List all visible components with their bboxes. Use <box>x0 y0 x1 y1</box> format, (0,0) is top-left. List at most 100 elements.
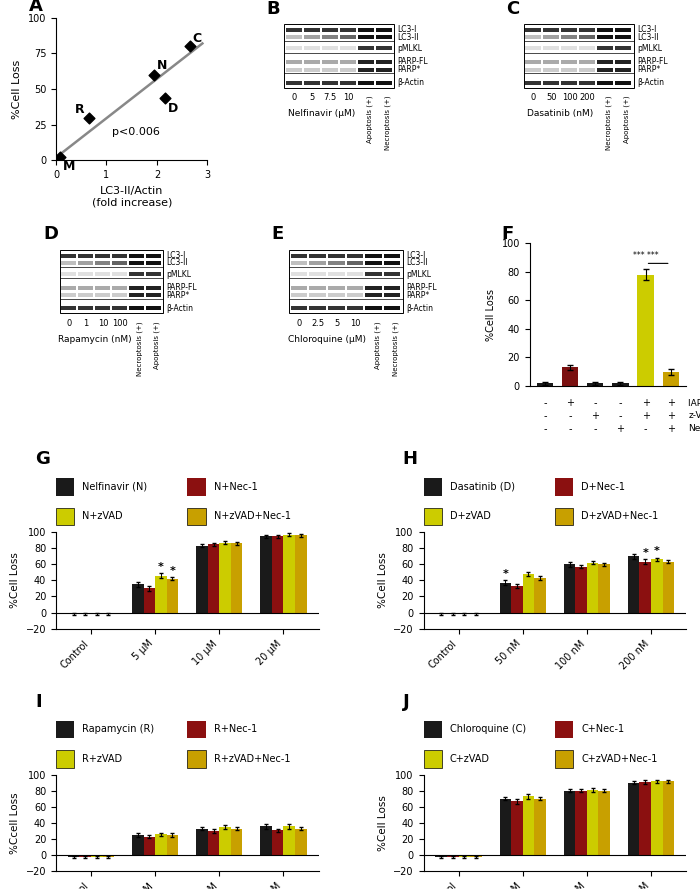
Text: β-Actin: β-Actin <box>398 78 425 87</box>
Text: *: * <box>503 569 508 579</box>
Bar <box>167 579 178 613</box>
Bar <box>62 260 76 265</box>
Bar <box>272 536 284 613</box>
Bar <box>78 272 93 276</box>
Bar <box>95 272 110 276</box>
Y-axis label: %Cell Loss: %Cell Loss <box>486 289 496 340</box>
Text: PARP*: PARP* <box>398 65 421 75</box>
Point <box>184 39 195 53</box>
Bar <box>309 285 326 290</box>
Bar <box>376 46 392 51</box>
Text: Necroptosis (+): Necroptosis (+) <box>137 321 144 376</box>
Text: 100: 100 <box>112 319 128 328</box>
Text: 2.5: 2.5 <box>312 319 325 328</box>
Bar <box>322 68 338 72</box>
Bar <box>91 613 103 614</box>
Bar <box>78 253 93 258</box>
Bar <box>56 478 74 496</box>
Bar <box>597 35 613 39</box>
Bar <box>78 285 93 290</box>
Point <box>83 110 94 124</box>
Text: C: C <box>193 32 202 45</box>
Bar <box>219 542 231 613</box>
Text: *: * <box>643 548 648 557</box>
Y-axis label: %Cell Loss: %Cell Loss <box>10 552 20 608</box>
Bar <box>295 535 307 613</box>
Text: -: - <box>619 411 622 420</box>
Bar <box>561 68 577 72</box>
Text: B: B <box>267 0 281 18</box>
Bar <box>188 750 206 768</box>
Text: Apoptosis (+): Apoptosis (+) <box>374 321 381 369</box>
Bar <box>95 285 110 290</box>
Bar <box>543 46 559 51</box>
Bar <box>662 781 674 855</box>
Bar <box>62 307 76 310</box>
Text: +: + <box>666 398 675 408</box>
Bar <box>365 253 382 258</box>
Bar <box>340 60 356 64</box>
Bar <box>309 260 326 265</box>
Text: Dasatinib (nM): Dasatinib (nM) <box>527 109 594 118</box>
Bar <box>309 307 326 310</box>
Bar <box>564 565 575 613</box>
Bar <box>384 253 400 258</box>
Text: +: + <box>592 411 599 420</box>
Bar <box>112 293 127 298</box>
Text: PARP*: PARP* <box>406 291 430 300</box>
Bar <box>188 508 206 525</box>
Bar <box>435 613 447 614</box>
Bar <box>447 855 458 857</box>
Bar <box>231 829 242 855</box>
Bar <box>129 260 144 265</box>
Text: E: E <box>272 225 284 244</box>
Y-axis label: %Cell Loss: %Cell Loss <box>378 552 388 608</box>
Bar <box>554 721 573 738</box>
Bar <box>346 260 363 265</box>
Bar <box>470 613 482 614</box>
Bar <box>144 589 155 613</box>
Bar <box>208 831 219 855</box>
Bar <box>628 557 639 613</box>
Text: 0: 0 <box>531 93 536 102</box>
Bar <box>328 293 344 298</box>
Bar <box>196 829 208 855</box>
Bar <box>587 790 598 855</box>
Bar <box>561 81 577 84</box>
Bar <box>598 565 610 613</box>
Bar <box>615 35 631 39</box>
Text: +: + <box>566 398 574 408</box>
Bar <box>286 68 302 72</box>
Text: C+Nec-1: C+Nec-1 <box>581 725 624 734</box>
Bar <box>167 835 178 855</box>
Bar <box>95 253 110 258</box>
Bar <box>286 28 302 32</box>
Bar <box>561 28 577 32</box>
Bar <box>95 307 110 310</box>
Bar <box>543 81 559 84</box>
Bar <box>291 307 307 310</box>
Bar <box>304 35 320 39</box>
Bar <box>56 721 74 738</box>
Bar <box>272 830 284 855</box>
Bar <box>523 574 534 613</box>
Bar <box>534 578 546 613</box>
Bar <box>146 293 161 298</box>
Point <box>149 68 160 82</box>
Bar <box>291 272 307 276</box>
Bar <box>284 24 394 88</box>
Bar <box>554 478 573 496</box>
Text: pMLKL: pMLKL <box>637 44 662 53</box>
Text: -: - <box>543 398 547 408</box>
Bar <box>651 781 662 855</box>
Bar <box>525 60 541 64</box>
Bar <box>500 799 511 855</box>
Text: 7.5: 7.5 <box>323 93 337 102</box>
Bar <box>328 260 344 265</box>
Bar <box>597 46 613 51</box>
Text: Chloroquine (C): Chloroquine (C) <box>449 725 526 734</box>
Bar <box>304 68 320 72</box>
Bar <box>500 583 511 613</box>
Text: N+zVAD: N+zVAD <box>83 511 123 521</box>
Bar <box>543 28 559 32</box>
